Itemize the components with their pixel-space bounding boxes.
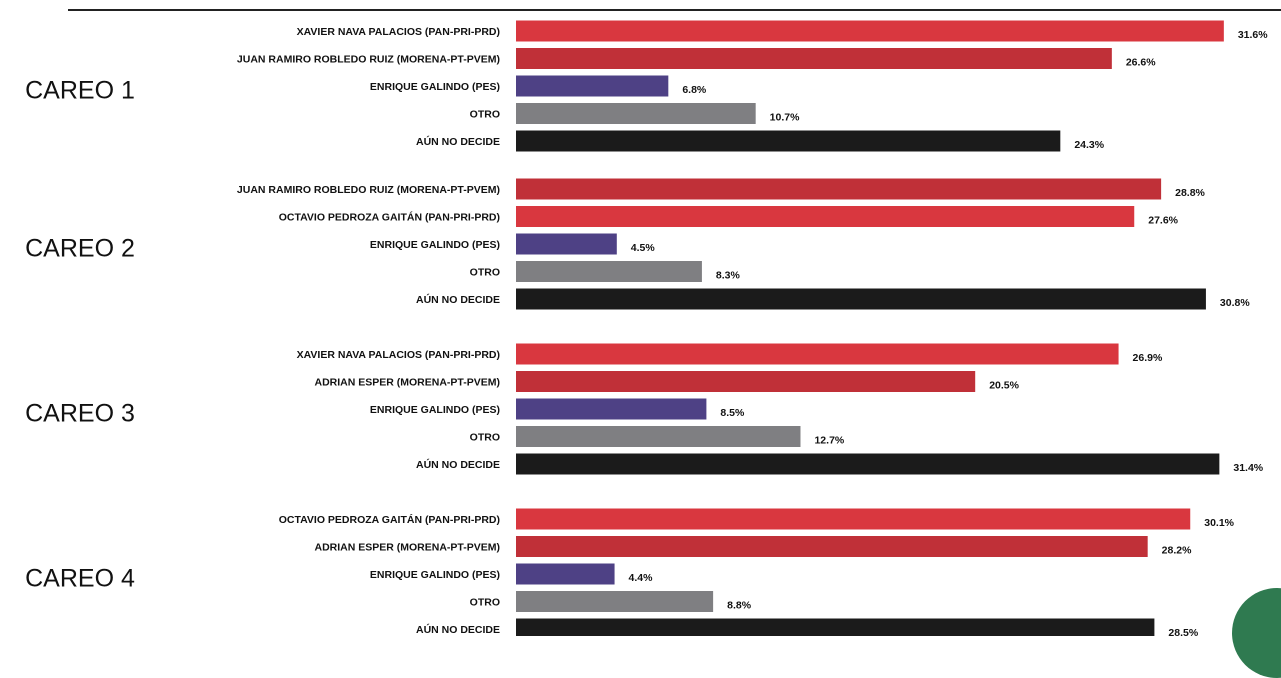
category-label: ENRIQUE GALINDO (PES) — [370, 81, 500, 93]
value-label: 20.5% — [989, 379, 1019, 391]
category-label: AÚN NO DECIDE — [416, 623, 500, 636]
bar — [516, 178, 1162, 200]
value-label: 31.4% — [1233, 462, 1263, 474]
bar — [516, 130, 1061, 152]
bar — [516, 426, 801, 447]
value-label: 28.5% — [1168, 627, 1198, 636]
value-label: 12.7% — [814, 434, 844, 446]
category-label: ENRIQUE GALINDO (PES) — [370, 404, 500, 416]
careo-title: CAREO 2 — [25, 235, 135, 263]
careo-group: CAREO 3 XAVIER NAVA PALACIOS (PAN-PRI-PRD… — [25, 343, 1264, 475]
bar — [516, 343, 1119, 365]
category-label: OCTAVIO PEDROZA GAITÁN (PAN-PRI-PRD) — [279, 513, 500, 526]
value-label: 28.2% — [1162, 544, 1192, 556]
value-label: 6.8% — [682, 84, 707, 96]
category-label: ADRIAN ESPER (MORENA-PT-PVEM) — [314, 376, 500, 388]
value-label: 4.5% — [631, 242, 656, 254]
bar — [516, 206, 1135, 227]
top-rule — [68, 9, 1281, 11]
bar — [516, 536, 1148, 557]
bar — [516, 508, 1191, 530]
category-label: ADRIAN ESPER (MORENA-PT-PVEM) — [314, 541, 500, 553]
value-label: 30.8% — [1220, 297, 1250, 309]
value-label: 28.8% — [1175, 187, 1205, 199]
category-label: XAVIER NAVA PALACIOS (PAN-PRI-PRD) — [297, 349, 500, 361]
careo-group: CAREO 1 XAVIER NAVA PALACIOS (PAN-PRI-PRD… — [25, 20, 1268, 152]
bar — [516, 453, 1220, 475]
value-label: 8.8% — [727, 599, 752, 611]
value-label: 26.9% — [1133, 352, 1163, 364]
bar — [516, 398, 707, 420]
careo-group: CAREO 2 JUAN RAMIRO ROBLEDO RUIZ (MORENA-… — [25, 178, 1250, 310]
value-label: 4.4% — [629, 572, 654, 584]
category-label: OTRO — [470, 431, 500, 443]
category-label: ENRIQUE GALINDO (PES) — [370, 239, 500, 251]
category-label: OCTAVIO PEDROZA GAITÁN (PAN-PRI-PRD) — [279, 210, 500, 223]
careo-bar-charts: CAREO 1 XAVIER NAVA PALACIOS (PAN-PRI-PRD… — [25, 20, 1268, 636]
bar — [516, 75, 669, 97]
bar — [516, 288, 1206, 310]
category-label: AÚN NO DECIDE — [416, 135, 500, 148]
category-label: ENRIQUE GALINDO (PES) — [370, 569, 500, 581]
category-label: XAVIER NAVA PALACIOS (PAN-PRI-PRD) — [297, 26, 500, 38]
category-label: JUAN RAMIRO ROBLEDO RUIZ (MORENA-PT-PVEM… — [237, 53, 500, 65]
value-label: 10.7% — [770, 111, 800, 123]
value-label: 27.6% — [1148, 214, 1178, 226]
value-label: 31.6% — [1238, 29, 1268, 41]
bar — [516, 261, 702, 282]
careo-group: CAREO 4 OCTAVIO PEDROZA GAITÁN (PAN-PRI-P… — [25, 508, 1235, 636]
category-label: JUAN RAMIRO ROBLEDO RUIZ (MORENA-PT-PVEM… — [237, 184, 500, 196]
bar — [516, 103, 756, 124]
category-label: OTRO — [470, 596, 500, 608]
bar — [516, 48, 1112, 69]
careo-title: CAREO 3 — [25, 400, 135, 428]
category-label: OTRO — [470, 108, 500, 120]
value-label: 8.5% — [720, 407, 745, 419]
category-label: AÚN NO DECIDE — [416, 293, 500, 306]
bar — [516, 233, 617, 255]
bar — [516, 563, 615, 585]
value-label: 24.3% — [1074, 139, 1104, 151]
value-label: 30.1% — [1204, 517, 1234, 529]
careo-title: CAREO 4 — [25, 565, 135, 593]
value-label: 8.3% — [716, 269, 741, 281]
category-label: AÚN NO DECIDE — [416, 458, 500, 471]
value-label: 26.6% — [1126, 56, 1156, 68]
bar — [516, 591, 714, 612]
bar — [516, 618, 1155, 636]
bar — [516, 20, 1224, 42]
bar — [516, 371, 976, 392]
category-label: OTRO — [470, 266, 500, 278]
careo-title: CAREO 1 — [25, 77, 135, 105]
